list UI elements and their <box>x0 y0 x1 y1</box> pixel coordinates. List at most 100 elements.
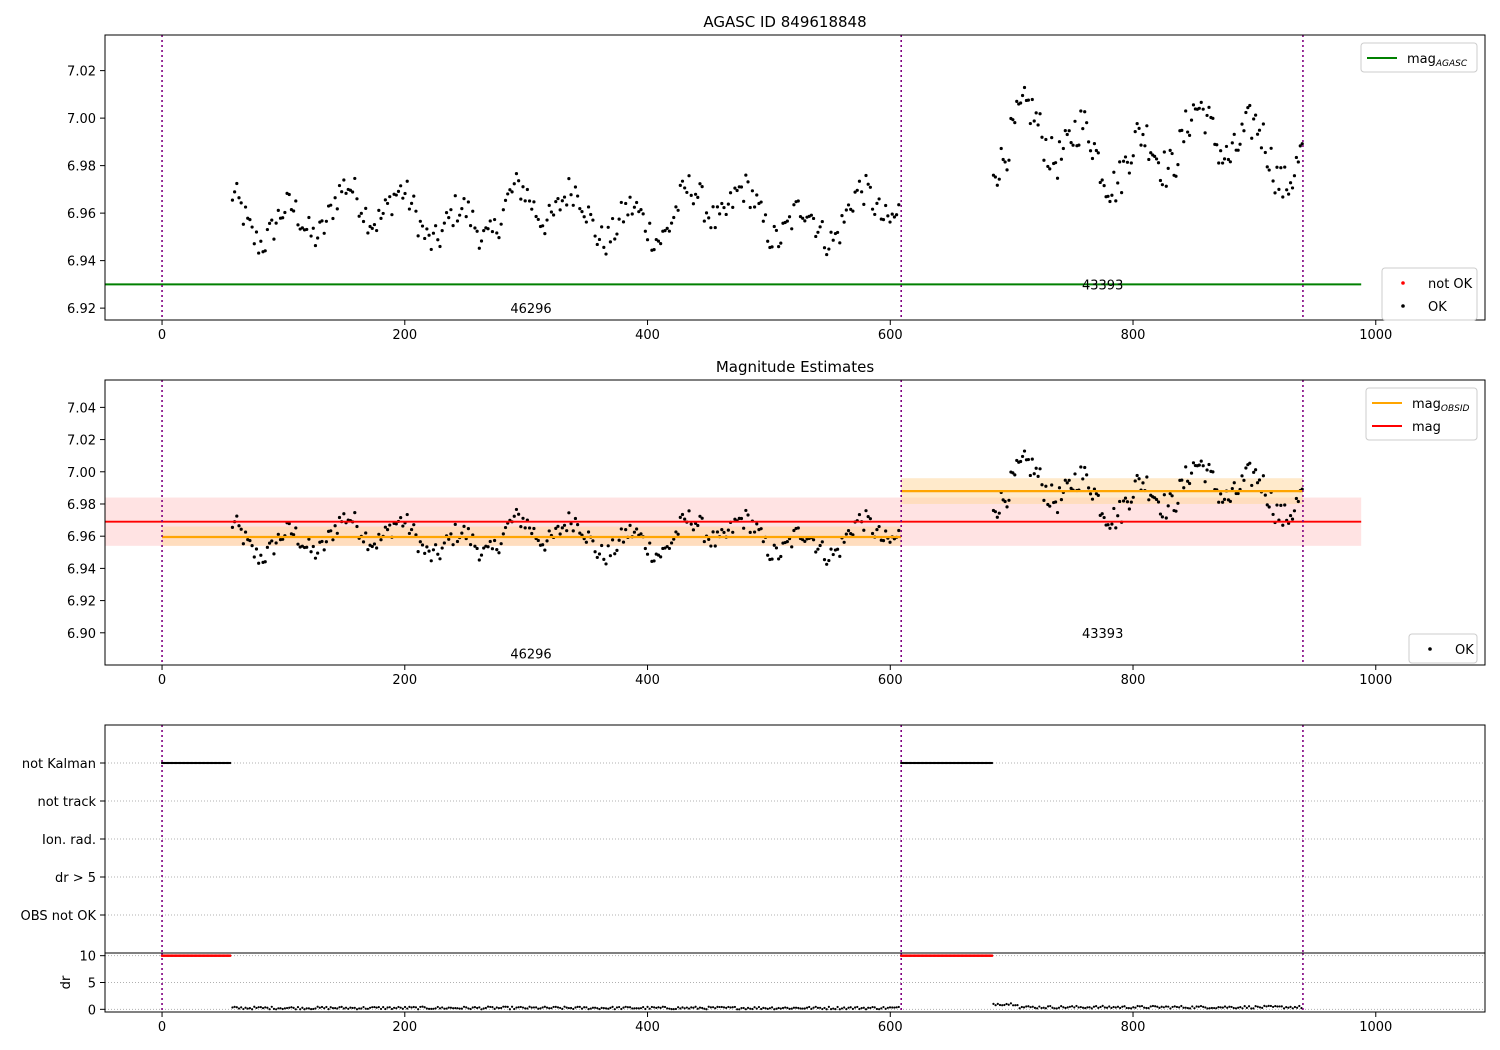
dr-point <box>268 1008 271 1011</box>
ok-point <box>272 237 276 241</box>
ok-point <box>993 175 997 179</box>
ok-point <box>1298 144 1302 148</box>
dr-point <box>770 1006 774 1009</box>
ok-point <box>1106 194 1110 198</box>
ok-point <box>1086 140 1091 144</box>
dr-point <box>1018 1007 1021 1010</box>
ok-point <box>678 515 682 519</box>
ok-point <box>399 516 403 520</box>
dr-point <box>1070 1005 1074 1008</box>
dr-point <box>421 1005 424 1008</box>
dr-point <box>626 1006 629 1009</box>
ok-point <box>1180 128 1184 132</box>
dr-point <box>858 1007 861 1011</box>
ok-point <box>600 225 604 229</box>
dr-point <box>1110 1006 1113 1010</box>
dr-point <box>1287 1006 1290 1009</box>
ok-point <box>1211 470 1215 474</box>
dr-point <box>395 1007 398 1010</box>
x-tick-label: 400 <box>635 1020 660 1035</box>
ok-point <box>851 209 855 213</box>
ok-point <box>576 523 580 527</box>
ok-point <box>331 216 335 221</box>
dr-point <box>379 1007 383 1011</box>
ok-point <box>1028 121 1032 126</box>
ok-point <box>1261 122 1265 126</box>
dr-point <box>620 1007 623 1011</box>
ok-point <box>1162 150 1166 154</box>
ok-point <box>1079 109 1083 113</box>
ok-point <box>254 547 259 551</box>
ok-point <box>1263 150 1267 155</box>
ok-point <box>462 524 466 528</box>
dr-point <box>1055 1007 1058 1010</box>
ok-point <box>851 533 855 537</box>
ok-point <box>1088 492 1093 496</box>
dr-point <box>845 1008 848 1011</box>
flag-category-label: not Kalman <box>22 757 96 772</box>
ok-point <box>578 531 582 535</box>
ok-point <box>1164 184 1168 188</box>
ok-point <box>503 525 508 530</box>
dr-point <box>1097 1006 1100 1009</box>
ok-point <box>237 524 241 528</box>
ok-point <box>801 216 805 220</box>
dr-point <box>336 1007 339 1010</box>
dr-point <box>248 1007 252 1010</box>
ok-point <box>562 523 567 527</box>
ok-point <box>1145 124 1149 128</box>
ok-point <box>263 560 267 564</box>
ok-point <box>722 205 726 210</box>
ok-point <box>1118 499 1122 504</box>
ok-point <box>1219 149 1223 153</box>
dr-point <box>801 1007 804 1010</box>
ok-point <box>320 539 324 544</box>
dr-point <box>384 1007 387 1011</box>
dr-point <box>1001 1004 1004 1007</box>
ok-point <box>886 214 890 218</box>
x-tick-label: 1000 <box>1359 1020 1392 1035</box>
ok-point <box>777 557 781 561</box>
ok-point <box>423 551 427 555</box>
ok-point <box>814 550 818 554</box>
ok-point <box>1028 473 1032 478</box>
ok-point <box>482 546 486 550</box>
ok-point <box>366 548 370 552</box>
dr-point <box>744 1008 747 1011</box>
dr-point <box>1274 1004 1277 1008</box>
ok-point <box>414 209 418 213</box>
ok-point <box>772 224 776 229</box>
dr-point <box>639 1007 643 1010</box>
ok-point <box>1255 481 1260 485</box>
ok-point <box>822 246 827 250</box>
ok-point <box>763 213 768 217</box>
dr-point <box>1149 1005 1152 1008</box>
dr-point <box>504 1005 507 1008</box>
ok-point <box>468 543 473 547</box>
ok-point <box>1271 512 1275 517</box>
ok-point <box>357 214 361 218</box>
dr-point <box>604 1007 608 1010</box>
dr-point <box>235 1006 238 1009</box>
dr-point <box>305 1007 308 1010</box>
ok-point <box>853 190 857 194</box>
ok-point <box>855 188 859 192</box>
y-tick-label: 10 <box>79 950 96 965</box>
ok-point <box>1267 168 1271 172</box>
obsid-label: 43393 <box>1082 278 1123 293</box>
dr-point <box>808 1005 811 1009</box>
ok-point <box>746 180 750 184</box>
dr-point <box>618 1005 621 1009</box>
ok-point <box>501 208 505 212</box>
ok-point <box>1156 500 1161 504</box>
y-tick-label: 7.00 <box>67 112 96 127</box>
ok-point <box>656 553 661 557</box>
ok-point <box>1269 146 1273 150</box>
dr-point <box>687 1007 691 1010</box>
ok-point <box>1040 483 1044 487</box>
dr-point <box>840 1007 844 1010</box>
ok-point <box>274 541 278 545</box>
x-tick-label: 200 <box>392 328 417 343</box>
ok-point <box>372 542 377 546</box>
ok-point <box>276 532 280 536</box>
